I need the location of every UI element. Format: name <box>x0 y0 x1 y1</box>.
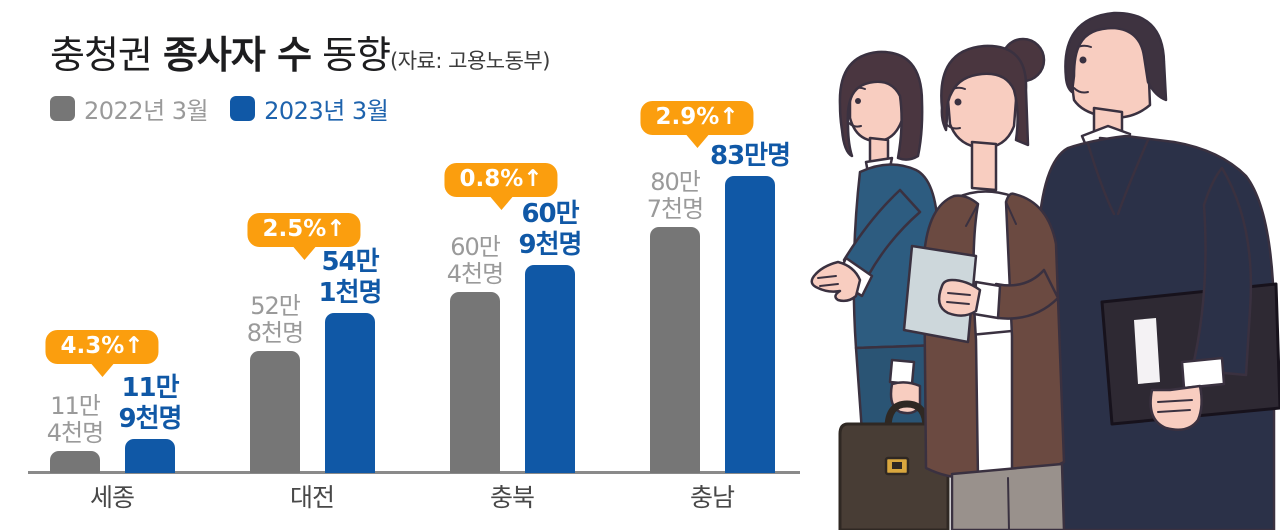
category-label: 세종 <box>89 483 135 512</box>
value-line: 11만 <box>50 392 101 420</box>
man-navy-suit-figure <box>1034 11 1280 530</box>
bar-2023 <box>325 313 375 473</box>
legend: 2022년 3월 2023년 3월 <box>50 91 389 126</box>
legend-item-2022: 2022년 3월 <box>50 91 209 126</box>
value-line: 9천명 <box>518 230 583 260</box>
value-label-2022: 11만 4천명 <box>46 392 104 447</box>
legend-item-2023: 2023년 3월 <box>230 91 389 126</box>
legend-label-2023: 2023년 3월 <box>264 97 389 125</box>
value-line: 9천명 <box>118 404 183 434</box>
title-suffix: 동향 <box>311 33 391 77</box>
value-line: 52만 <box>250 292 301 320</box>
value-label-2022: 60만 4천명 <box>446 233 504 288</box>
category-label: 충남 <box>689 483 735 512</box>
value-line: 8천명 <box>246 319 304 347</box>
bar-2022 <box>250 351 300 473</box>
value-label-2023: 11만 9천명 <box>118 373 183 435</box>
title-emphasis: 종사자 수 <box>162 33 312 77</box>
change-badge: 2.9%↑ <box>640 101 754 135</box>
bar-2023 <box>525 265 575 473</box>
value-label-2023: 83만명 <box>709 141 791 172</box>
data-source-note: (자료: 고용노동부) <box>390 49 550 73</box>
bar-2022 <box>50 451 100 473</box>
legend-swatch-2023 <box>230 96 256 121</box>
value-label-2022: 52만 8천명 <box>246 292 304 347</box>
value-label-2023: 54만 1천명 <box>318 247 383 309</box>
value-line: 4천명 <box>446 260 504 288</box>
value-line: 60만 <box>521 199 579 229</box>
change-badge: 4.3%↑ <box>45 330 159 364</box>
legend-label-2022: 2022년 3월 <box>84 97 209 125</box>
change-badge: 0.8%↑ <box>444 163 558 197</box>
value-line: 7천명 <box>646 195 704 223</box>
bar-2023 <box>725 176 775 473</box>
value-line: 83만명 <box>709 141 791 171</box>
category-label: 대전 <box>289 483 335 512</box>
value-line: 60만 <box>450 233 501 261</box>
business-people-illustration <box>810 11 1280 530</box>
bar-2022 <box>450 292 500 473</box>
legend-swatch-2022 <box>50 96 75 121</box>
value-line: 1천명 <box>318 278 383 308</box>
change-badge: 2.5%↑ <box>247 213 361 247</box>
bar-2022 <box>650 227 700 473</box>
value-label-2023: 60만 9천명 <box>518 199 583 261</box>
value-line: 80만 <box>650 168 701 196</box>
bar-2023 <box>125 439 175 473</box>
value-label-2022: 80만 7천명 <box>646 168 704 223</box>
value-line: 4천명 <box>46 419 104 447</box>
value-line: 54만 <box>321 247 379 277</box>
axis-line <box>28 471 800 474</box>
value-line: 11만 <box>121 373 179 403</box>
title-prefix: 충청권 <box>50 33 163 77</box>
page-title: 충청권 종사자 수 동향(자료: 고용노동부) <box>50 24 550 79</box>
category-label: 충북 <box>489 483 535 512</box>
woman-brown-jacket-figure <box>902 37 1066 530</box>
